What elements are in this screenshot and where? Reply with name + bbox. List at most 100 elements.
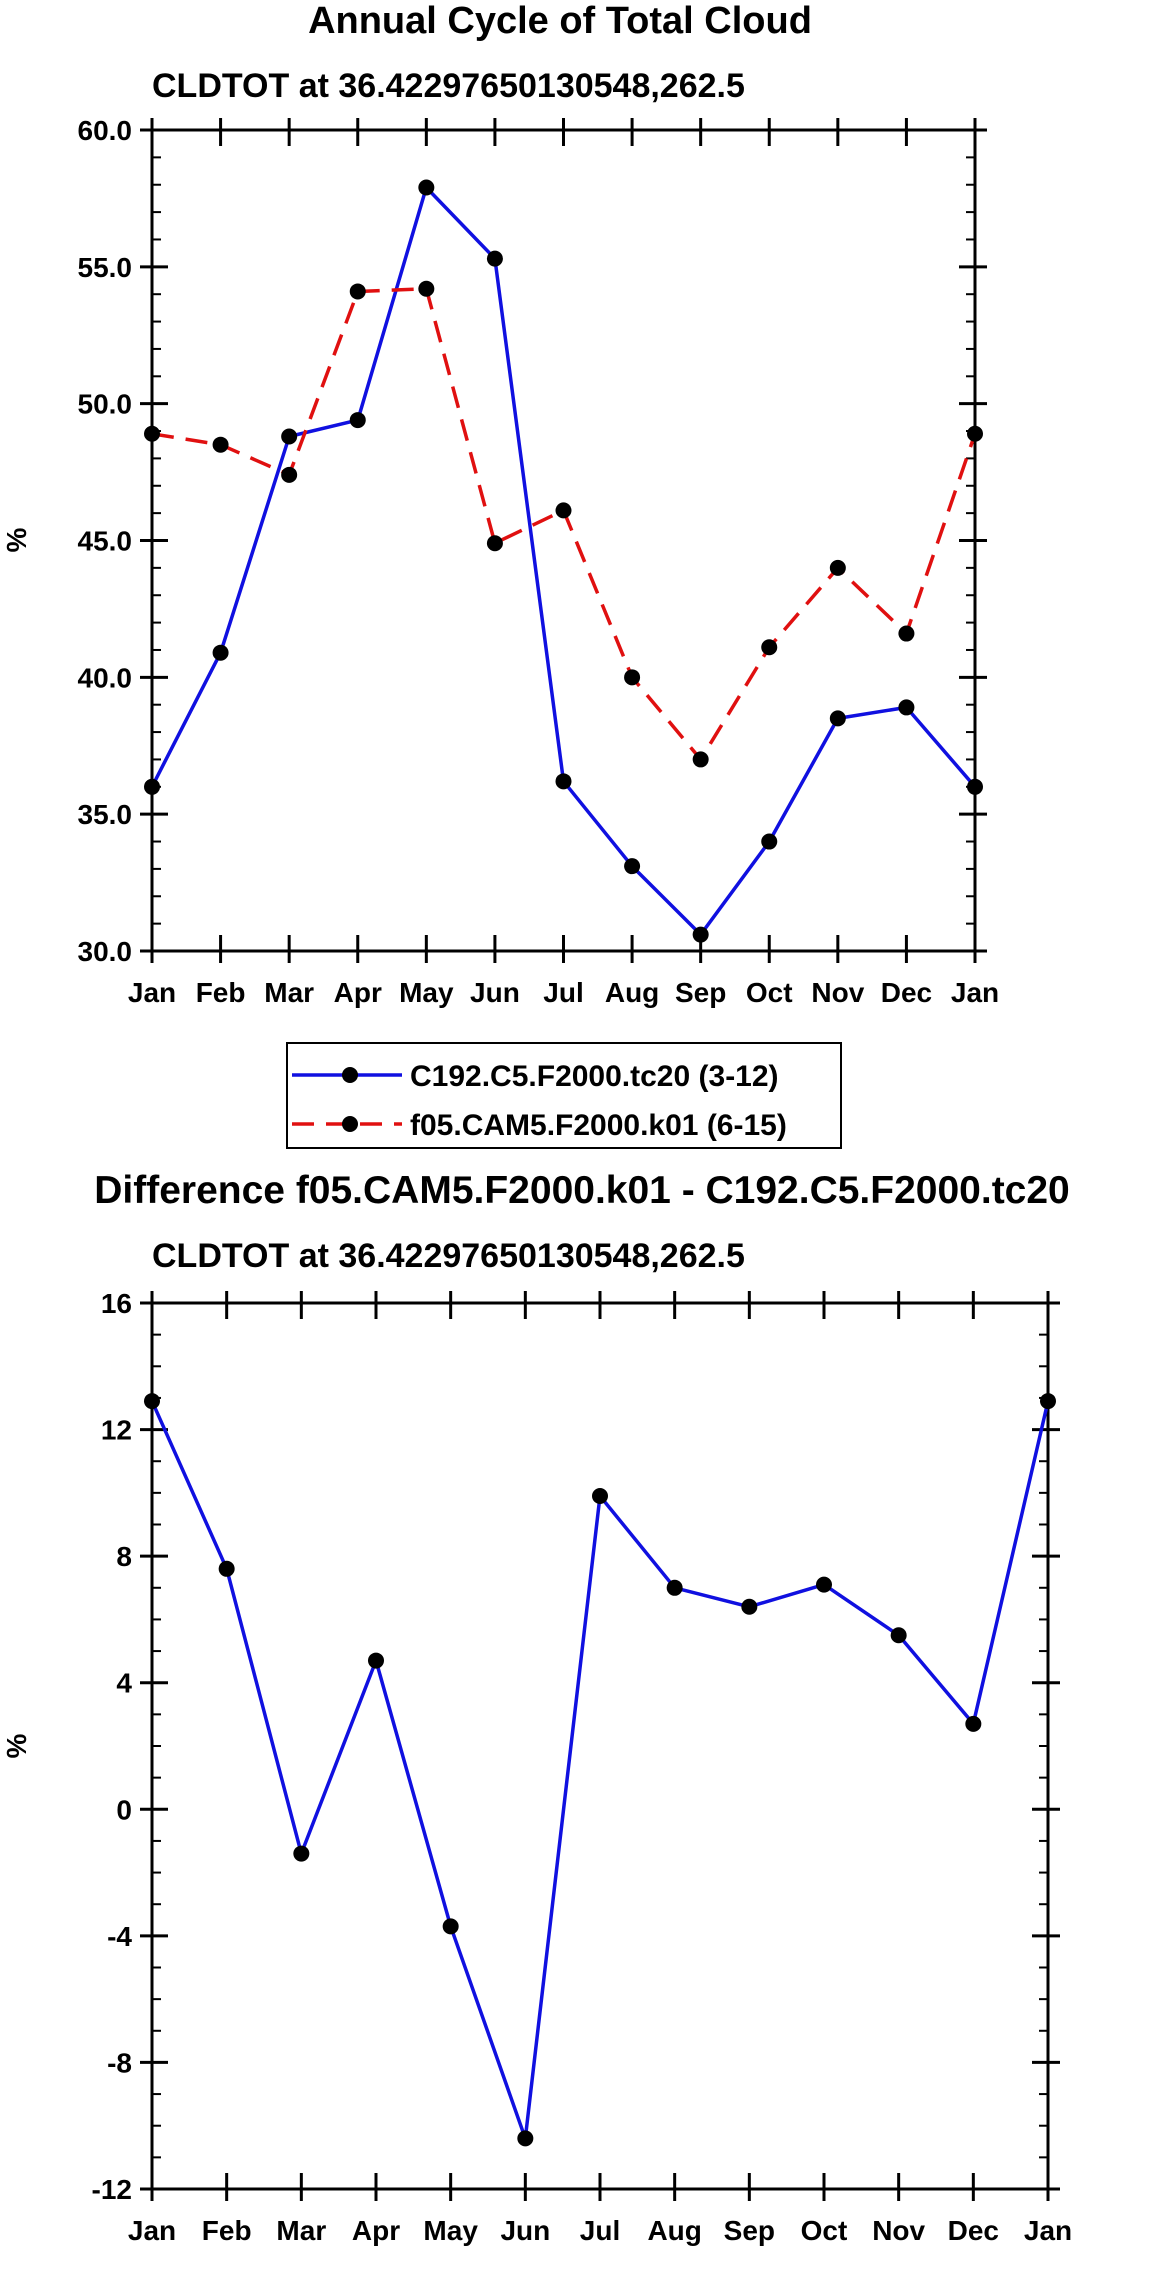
chart2-x-tick-label: Apr xyxy=(352,2215,400,2246)
chart1-series-1-point xyxy=(761,833,778,850)
chart2-series-1-line xyxy=(150,1400,1050,2141)
chart2-x-tick-label: Aug xyxy=(647,2215,701,2246)
chart1-series-1-point xyxy=(418,179,435,196)
chart1-title: Annual Cycle of Total Cloud xyxy=(308,0,812,42)
chart2-series-1-point xyxy=(890,1627,907,1644)
chart2-x-tick-label: May xyxy=(423,2215,478,2246)
chart1-series-2-point xyxy=(486,535,503,552)
chart1-series-1-point xyxy=(898,699,915,716)
chart2-x-tick-label: Jul xyxy=(580,2215,620,2246)
chart1-x-tick-label: Mar xyxy=(264,977,314,1008)
chart1-x-tick-label: Feb xyxy=(196,977,246,1008)
chart1-series-1-point xyxy=(555,773,572,790)
legend-box xyxy=(286,1042,842,1149)
chart2-x-tick-label: Nov xyxy=(872,2215,925,2246)
chart1-x-tick-label: Jun xyxy=(470,977,520,1008)
chart1-series-2-point xyxy=(349,283,366,300)
chart2-series-1-point xyxy=(293,1845,310,1862)
chart2-title: Difference f05.CAM5.F2000.k01 - C192.C5.… xyxy=(94,1169,1070,1212)
chart2-series-1-point xyxy=(218,1560,235,1577)
chart1-y-tick-label: 40.0 xyxy=(78,662,133,693)
chart2-frame xyxy=(150,1301,1050,2191)
chart1-series-2-point xyxy=(829,559,846,576)
chart1-series-2-point xyxy=(555,502,572,519)
chart2-series-1-point xyxy=(592,1488,608,1505)
chart1-series-1-point xyxy=(486,250,503,267)
chart1-series-1-point xyxy=(692,926,709,943)
chart1-series-1-point xyxy=(967,778,983,795)
chart2-x-tick-label: Mar xyxy=(276,2215,326,2246)
chart2-y-tick-label: -12 xyxy=(92,2174,132,2205)
chart1-frame xyxy=(150,128,977,953)
chart1-x-tick-label: Oct xyxy=(746,977,793,1008)
chart1-x-tick-label: Aug xyxy=(605,977,659,1008)
chart2-y-tick-label: -8 xyxy=(107,2047,132,2078)
chart1-y-tick-label: 35.0 xyxy=(78,799,133,830)
chart2-x-tick-label: Oct xyxy=(801,2215,848,2246)
chart1-series-2-point xyxy=(281,466,298,483)
chart2-y-tick-label: 16 xyxy=(101,1288,132,1319)
chart2-series-1-point xyxy=(965,1715,982,1732)
chart1-series-2-point xyxy=(898,625,915,642)
chart1-series-1-point xyxy=(144,778,160,795)
chart1-x-tick-label: Sep xyxy=(675,977,726,1008)
chart2-y-tick-label: 12 xyxy=(101,1415,132,1446)
chart1-y-tick-label: 30.0 xyxy=(78,936,133,967)
chart1-series-1-point xyxy=(349,412,366,429)
chart2-x-tick-label: Jan xyxy=(1024,2215,1072,2246)
chart1-y-tick-label: 50.0 xyxy=(78,389,133,420)
chart1-x-tick-label: Apr xyxy=(334,977,382,1008)
chart1-series-2-line xyxy=(151,286,977,762)
chart2-x-tick-label: Sep xyxy=(724,2215,775,2246)
chart2-y-tick-label: 4 xyxy=(116,1668,132,1699)
chart2-series-1-point xyxy=(666,1579,683,1596)
chart1-series-1-point xyxy=(624,858,641,875)
chart1-legend: C192.C5.F2000.tc20 (3-12) f05.CAM5.F2000… xyxy=(286,1042,842,1149)
chart1-plot-area: 30.0 35.0 40.0 45.0 50.0 55.0 60.0 Jan Feb Mar Apr… xyxy=(78,115,1000,1008)
chart1-series-2-point xyxy=(692,751,709,768)
legend-label-2: f05.CAM5.F2000.k01 (6-15) xyxy=(410,1109,787,1142)
chart2-series-1-point xyxy=(741,1598,758,1615)
chart1-x-tick-label: Jan xyxy=(951,977,999,1008)
chart1-y-tick-label: 45.0 xyxy=(78,526,133,557)
chart2-subtitle: CLDTOT at 36.42297650130548,262.5 xyxy=(152,1237,745,1275)
chart1-x-tick-label: Jul xyxy=(543,977,583,1008)
chart1-x-tick-label: Dec xyxy=(881,977,932,1008)
chart1-x-tick-label: May xyxy=(399,977,454,1008)
chart2-y-tick-label: -4 xyxy=(107,1921,132,1952)
chart1-series-2-point xyxy=(144,425,160,442)
chart2-y-tick-label: 8 xyxy=(116,1541,132,1572)
chart2-series-1-point xyxy=(517,2130,534,2147)
chart2-x-tick-label: Feb xyxy=(202,2215,252,2246)
chart2-x-tick-label: Jun xyxy=(500,2215,550,2246)
chart2-x-tick-label: Jan xyxy=(128,2215,176,2246)
chart1-series-2-point xyxy=(418,280,435,297)
chart1-series-1-point xyxy=(829,710,846,727)
chart2-series-1-point xyxy=(144,1393,160,1410)
chart1-subtitle: CLDTOT at 36.42297650130548,262.5 xyxy=(152,67,745,105)
legend-label-1: C192.C5.F2000.tc20 (3-12) xyxy=(410,1060,779,1093)
chart1-series-2-point xyxy=(761,639,778,656)
chart2-series-1-point xyxy=(368,1652,384,1669)
chart2-x-tick-label: Dec xyxy=(948,2215,999,2246)
chart1-series-1-point xyxy=(281,428,298,445)
legend-marker-2 xyxy=(342,1116,358,1132)
chart1-series-2-point xyxy=(624,669,641,686)
chart2-y-axis-label: % xyxy=(1,1733,32,1758)
chart1-y-tick-label: 55.0 xyxy=(78,252,133,283)
chart1-y-axis-label: % xyxy=(1,527,32,552)
legend-marker-1 xyxy=(342,1067,358,1083)
chart2-series-1-point xyxy=(816,1576,832,1593)
chart1-x-tick-label: Jan xyxy=(128,977,176,1008)
chart2-plot-area: -12 -8 -4 0 4 8 12 16 Jan Feb Mar Apr May Jun Jul Aug Se… xyxy=(92,1288,1073,2246)
chart1-series-1-point xyxy=(212,644,229,661)
chart2-series-1-point xyxy=(442,1918,459,1935)
chart2-series-1-point xyxy=(1040,1393,1056,1410)
chart1-x-tick-label: Nov xyxy=(811,977,864,1008)
chart2-y-tick-label: 0 xyxy=(116,1794,132,1825)
chart1-series-1-line xyxy=(150,185,977,937)
chart1-series-2-point xyxy=(967,425,983,442)
chart1-series-2-point xyxy=(212,436,229,453)
chart1-y-tick-label: 60.0 xyxy=(78,115,133,146)
